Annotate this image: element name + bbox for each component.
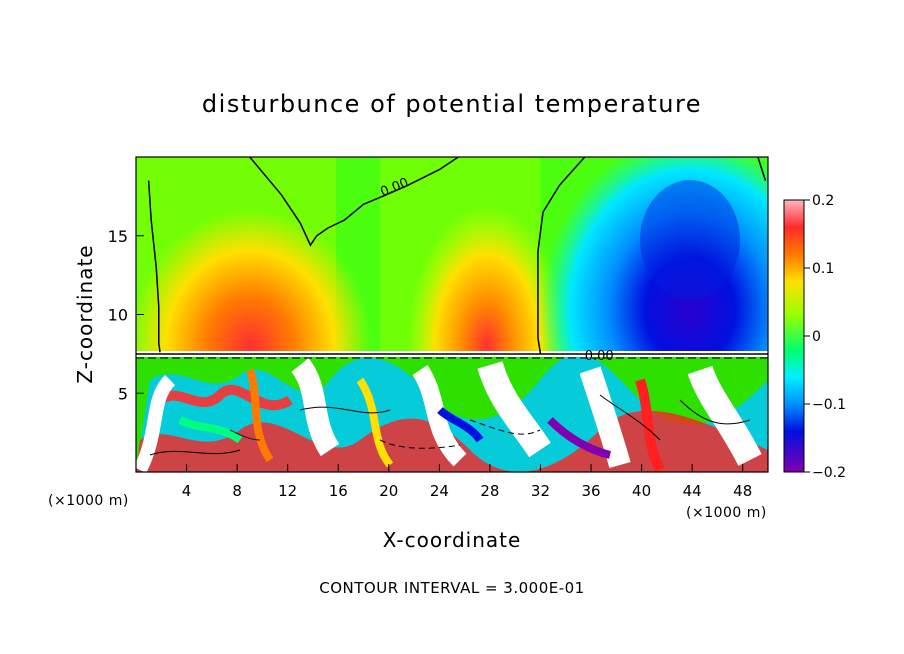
x-axis-label: X-coordinate: [383, 528, 522, 552]
y-tick-label: 15: [108, 227, 128, 246]
x-tick-label: 12: [278, 482, 297, 500]
colorbar-tick-label: 0.1: [812, 261, 834, 277]
x-tick-label: 48: [733, 482, 752, 500]
zero-contour-left: [147, 180, 161, 353]
x-tick-label: 28: [480, 482, 499, 500]
x-tick-label: 36: [581, 482, 600, 500]
x-tick-label: 24: [430, 482, 449, 500]
colorbar: 0.2 0.1 0 −0.1 −0.2: [783, 193, 846, 481]
x-tick-label: 8: [232, 482, 242, 500]
x-tick-label: 4: [182, 482, 192, 500]
contour-label: 0.00: [585, 349, 614, 364]
x-axis: 4 8 12 16 20 24 28 32 36 40 44 48: [182, 464, 752, 500]
x-tick-label: 20: [379, 482, 398, 500]
y-tick-label: 10: [108, 306, 128, 325]
x-tick-label: 44: [683, 482, 702, 500]
y-axis-label: Z-coordinate: [73, 244, 97, 383]
colorbar-tick-label: −0.1: [812, 397, 846, 413]
x-tick-label: 32: [531, 482, 550, 500]
x-unit-label-right: (×1000 m): [686, 505, 767, 521]
y-tick-label: 5: [118, 384, 128, 403]
contour-interval-note: CONTOUR INTERVAL = 3.000E-01: [319, 579, 584, 597]
colorbar-tick-label: 0.2: [812, 193, 834, 209]
zero-contour-edge: [757, 157, 767, 181]
y-axis: 5 10 15: [108, 227, 144, 403]
zero-contour-right: [537, 157, 586, 354]
colorbar-tick-label: 0: [812, 329, 821, 345]
x-tick-label: 40: [632, 482, 651, 500]
colorbar-tick-label: −0.2: [812, 465, 846, 481]
x-tick-label: 16: [329, 482, 348, 500]
zero-contour-mid: [249, 157, 459, 247]
plot-area: 0.00 0.00: [136, 157, 768, 472]
chart-title: disturbunce of potential temperature: [202, 90, 702, 118]
lower-turbulent-layer: [136, 353, 768, 472]
x-unit-label-left: (×1000 m): [48, 493, 129, 509]
